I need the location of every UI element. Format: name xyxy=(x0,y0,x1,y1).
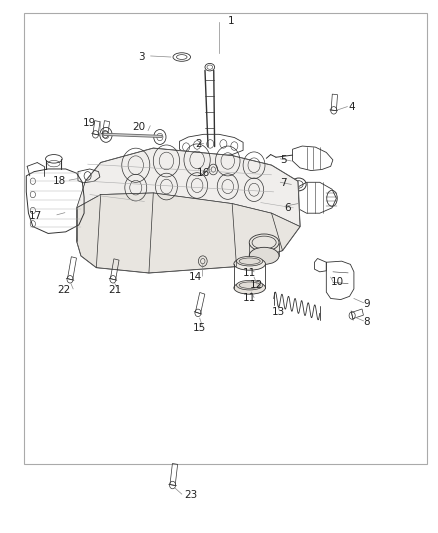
Text: 17: 17 xyxy=(28,211,42,221)
Bar xyxy=(24,13,427,464)
Ellipse shape xyxy=(249,247,279,264)
Text: 1: 1 xyxy=(228,17,234,26)
Ellipse shape xyxy=(237,256,263,266)
Text: 12: 12 xyxy=(250,280,263,290)
Ellipse shape xyxy=(234,281,265,294)
Text: 6: 6 xyxy=(285,203,291,213)
Text: 15: 15 xyxy=(193,323,206,333)
Text: 11: 11 xyxy=(243,268,256,278)
Text: 23: 23 xyxy=(184,490,197,499)
Text: 3: 3 xyxy=(138,52,145,62)
Text: 5: 5 xyxy=(280,155,287,165)
Ellipse shape xyxy=(234,257,265,270)
Text: 11: 11 xyxy=(243,294,256,303)
Text: 18: 18 xyxy=(53,176,66,186)
Text: 13: 13 xyxy=(272,307,285,317)
Text: 10: 10 xyxy=(331,278,344,287)
Text: 4: 4 xyxy=(348,102,355,111)
Text: 22: 22 xyxy=(57,286,70,295)
Text: 7: 7 xyxy=(280,179,287,188)
Polygon shape xyxy=(77,193,300,273)
Text: 8: 8 xyxy=(364,318,370,327)
Ellipse shape xyxy=(249,234,279,251)
Text: 9: 9 xyxy=(364,299,370,309)
Text: 19: 19 xyxy=(83,118,96,127)
Text: 20: 20 xyxy=(132,122,145,132)
Polygon shape xyxy=(77,148,300,227)
Text: 14: 14 xyxy=(188,272,201,282)
Ellipse shape xyxy=(237,280,263,290)
Text: 2: 2 xyxy=(195,139,201,149)
Text: 16: 16 xyxy=(197,168,210,178)
Text: 21: 21 xyxy=(109,286,122,295)
